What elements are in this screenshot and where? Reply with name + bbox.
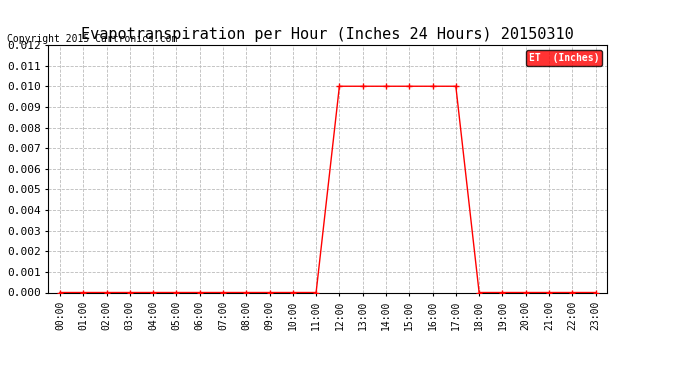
Legend: ET  (Inches): ET (Inches) [526,50,602,66]
Text: Copyright 2015 Cartronics.com: Copyright 2015 Cartronics.com [7,34,177,44]
Title: Evapotranspiration per Hour (Inches 24 Hours) 20150310: Evapotranspiration per Hour (Inches 24 H… [81,27,574,42]
